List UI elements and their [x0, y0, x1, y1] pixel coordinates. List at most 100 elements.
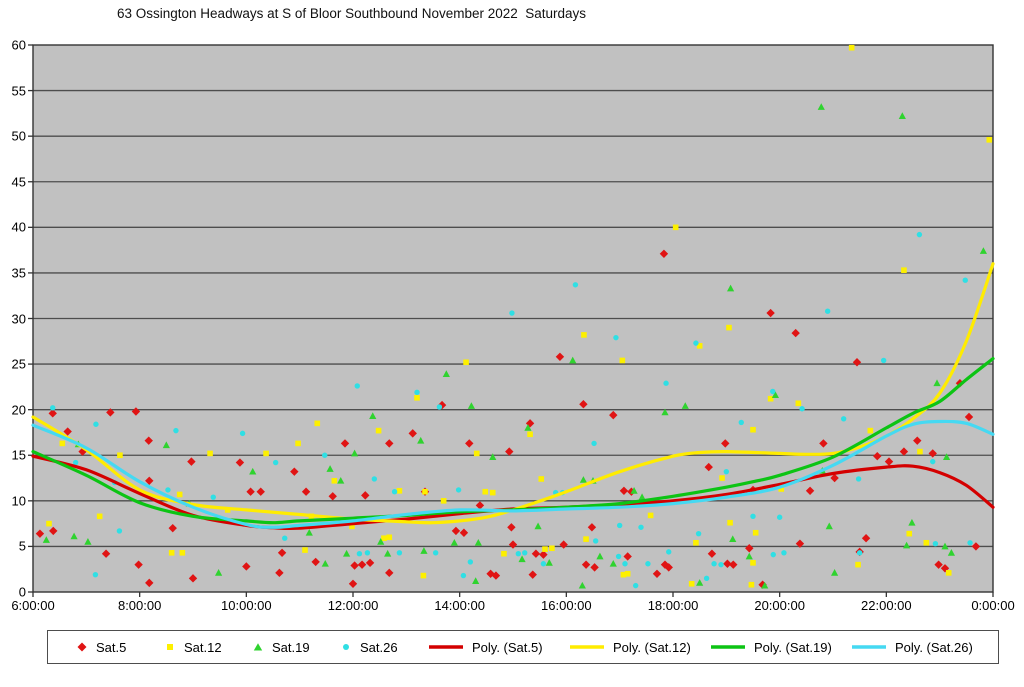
plot-border — [32, 44, 994, 593]
scatter-point-sat19 — [420, 547, 428, 554]
scatter-point-sat19 — [489, 453, 497, 460]
scatter-point-sat12 — [672, 224, 679, 231]
legend-item-sat-12: Sat.12 — [164, 640, 252, 655]
scatter-point-sat19 — [474, 538, 482, 546]
x-axis-tick-label: 22:00:00 — [861, 598, 912, 613]
scatter-point-sat5 — [63, 427, 72, 436]
scatter-point-sat19 — [825, 522, 833, 530]
scatter-point-sat26 — [272, 459, 279, 466]
legend: Sat.5 Sat.12 Sat.19 Sat.26 Poly. (Sat.5) Poly… — [47, 630, 999, 664]
scatter-point-sat5 — [350, 561, 359, 570]
y-axis-tick-label: 45 — [11, 174, 26, 190]
legend-line-swatch — [710, 643, 746, 651]
legend-line-swatch — [569, 643, 605, 651]
scatter-point-sat5 — [101, 549, 111, 558]
scatter-point-sat26 — [592, 538, 599, 544]
scatter-point-sat5 — [659, 249, 669, 258]
y-axis-tick-label: 0 — [18, 584, 26, 600]
scatter-point-sat12 — [331, 477, 338, 484]
scatter-point-sat12 — [748, 581, 755, 588]
scatter-point-sat26 — [776, 514, 783, 520]
scatter-point-sat26 — [880, 357, 887, 364]
scatter-point-sat12 — [688, 580, 695, 587]
y-axis-tick-label: 15 — [11, 447, 26, 463]
scatter-point-sat12 — [207, 450, 213, 457]
scatter-point-sat12 — [624, 570, 631, 577]
scatter-point-sat19 — [321, 559, 329, 567]
scatter-point-sat26 — [432, 550, 439, 556]
scatter-point-sat19 — [343, 549, 351, 557]
scatter-point-sat12 — [542, 546, 548, 552]
y-axis-tick-label: 50 — [11, 128, 26, 144]
scatter-point-sat26 — [356, 551, 363, 557]
scatter-point-sat26 — [718, 561, 724, 568]
scatter-point-sat26 — [116, 528, 123, 534]
scatter-point-sat19 — [609, 559, 617, 567]
scatter-point-sat26 — [371, 476, 378, 482]
scatter-point-sat5 — [188, 574, 198, 583]
scatter-point-sat5 — [408, 429, 417, 438]
scatter-point-sat19 — [545, 559, 553, 566]
scatter-point-sat12 — [750, 560, 756, 566]
scatter-point-sat26 — [703, 575, 710, 582]
scatter-point-sat26 — [282, 535, 288, 541]
scatter-point-sat19 — [569, 356, 577, 364]
scatter-point-sat12 — [647, 512, 654, 519]
scatter-point-sat5 — [246, 487, 255, 496]
scatter-point-sat26 — [173, 427, 179, 434]
scatter-point-sat19 — [369, 412, 377, 419]
scatter-point-sat26 — [572, 282, 579, 288]
scatter-point-sat26 — [210, 494, 216, 500]
scatter-point-sat12 — [482, 488, 489, 495]
scatter-point-sat19 — [947, 548, 955, 556]
scatter-point-sat26 — [364, 550, 371, 556]
scatter-point-sat19 — [70, 532, 78, 540]
scatter-point-sat5 — [795, 539, 805, 548]
scatter-point-sat12 — [381, 535, 387, 542]
x-axis-tick-label: 20:00:00 — [754, 598, 805, 613]
y-axis-tick-label: 5 — [18, 538, 26, 554]
scatter-point-sat26 — [967, 540, 973, 546]
legend-item-sat-19: Sat.19 — [252, 640, 340, 655]
scatter-point-sat26 — [522, 550, 528, 556]
scatter-point-sat12 — [923, 539, 930, 546]
scatter-point-sat5 — [385, 439, 394, 448]
scatter-point-sat19 — [943, 453, 951, 460]
scatter-point-sat26 — [622, 561, 628, 567]
scatter-point-sat5 — [348, 579, 358, 588]
scatter-point-sat5 — [539, 550, 548, 559]
scatter-point-sat12 — [795, 400, 802, 407]
scatter-point-sat5 — [144, 436, 153, 445]
scatter-point-sat26 — [92, 571, 99, 578]
scatter-point-sat5 — [256, 487, 265, 496]
scatter-point-sat26 — [455, 487, 462, 493]
scatter-point-sat12 — [549, 545, 555, 552]
scatter-point-sat5 — [145, 578, 154, 588]
scatter-point-sat5 — [707, 549, 717, 558]
legend-label: Poly. (Sat.12) — [613, 639, 691, 655]
scatter-point-sat19 — [727, 284, 735, 292]
scatter-point-sat19 — [941, 542, 949, 550]
scatter-point-sat5 — [235, 458, 245, 467]
scatter-point-sat26 — [932, 540, 939, 547]
scatter-point-sat12 — [986, 137, 993, 143]
scatter-point-sat12 — [473, 450, 480, 457]
scatter-point-sat19 — [442, 370, 450, 378]
scatter-point-sat26 — [515, 551, 522, 557]
scatter-point-sat12 — [752, 529, 759, 536]
scatter-point-sat12 — [117, 452, 123, 459]
scatter-point-sat19 — [578, 581, 586, 589]
legend-line-swatch — [851, 643, 887, 651]
x-axis-tick-label: 16:00:00 — [541, 598, 592, 613]
scatter-point-sat5 — [964, 412, 974, 422]
scatter-point-sat19 — [524, 424, 532, 431]
scatter-point-sat26 — [645, 561, 651, 567]
scatter-point-sat5 — [830, 473, 839, 483]
scatter-point-sat5 — [928, 449, 937, 458]
scatter-point-sat26 — [770, 551, 776, 558]
scatter-point-sat19 — [450, 538, 458, 546]
scatter-point-sat26 — [663, 380, 669, 386]
scatter-point-sat19 — [729, 535, 737, 543]
scatter-point-sat5 — [664, 563, 673, 572]
scatter-point-sat12 — [396, 488, 403, 494]
